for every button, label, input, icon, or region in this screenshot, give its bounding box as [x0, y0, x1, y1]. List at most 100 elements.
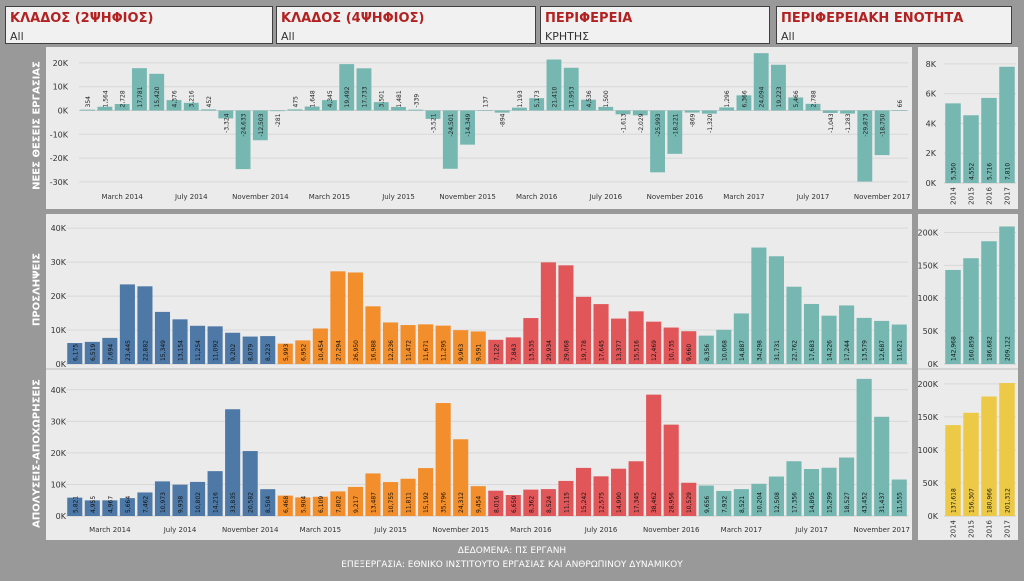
- x-tick-label: July 2015: [381, 193, 415, 201]
- x-tick-label: March 2014: [101, 193, 143, 201]
- x-tick-label: November 2017: [854, 193, 910, 201]
- bar-value-label: -894: [500, 113, 507, 127]
- bar: [628, 461, 644, 516]
- x-tick-label: 2014: [950, 519, 958, 537]
- bar-value-label: 21,410: [551, 86, 558, 107]
- bar-value-label: 4,345: [327, 90, 334, 107]
- y-tick-label: -30K: [50, 178, 69, 187]
- bar: [425, 110, 441, 119]
- bar-value-label: 5,993: [283, 344, 290, 361]
- filter-value[interactable]: All: [10, 30, 24, 43]
- footer-source: ΔΕΔΟΜΕΝΑ: ΠΣ ΕΡΓΑΝΗ: [457, 546, 567, 556]
- bar: [312, 496, 328, 516]
- bar-value-label: 2,788: [811, 90, 818, 107]
- bar-value-label: 8,521: [739, 496, 746, 513]
- bar: [488, 490, 504, 516]
- bar-value-label: 35,796: [441, 492, 448, 513]
- bar: [891, 110, 907, 111]
- filter-sector-2digit[interactable]: ΚΛΑΔΟΣ (2ΨΗΦΙΟΣ) All: [5, 6, 273, 44]
- bar-value-label: 3,216: [189, 90, 196, 107]
- bar-value-label: 7,810: [1005, 163, 1012, 180]
- bar-value-label: 16,988: [370, 340, 377, 361]
- bar: [260, 336, 276, 364]
- bar: [981, 97, 997, 183]
- bar: [166, 100, 182, 111]
- filter-value[interactable]: ΚΡΗΤΗΣ: [545, 30, 590, 43]
- bar-value-label: 38,462: [651, 492, 658, 513]
- filter-title: ΚΛΑΔΟΣ (2ΨΗΦΙΟΣ): [10, 11, 154, 26]
- bar: [183, 102, 199, 111]
- bar-value-label: 7,843: [511, 344, 518, 361]
- bar-value-label: 13,154: [178, 340, 185, 361]
- x-tick-label: March 2015: [300, 526, 341, 534]
- y-tick-label: 20K: [53, 59, 69, 68]
- bar-value-label: 11,555: [897, 492, 904, 513]
- bar: [575, 467, 592, 516]
- bar-value-label: 19,778: [581, 340, 588, 361]
- y-tick-label: 6K: [926, 90, 937, 99]
- bar-value-label: 6,519: [90, 344, 97, 361]
- bar-value-label: 12,508: [774, 492, 781, 513]
- bar: [511, 107, 527, 111]
- bar-value-label: 9,963: [458, 344, 465, 361]
- bar: [505, 495, 521, 516]
- filter-regional-unit[interactable]: ΠΕΡΙΦΕΡΕΙΑΚΗ ΕΝΟΤΗΤΑ All: [776, 6, 1012, 44]
- bar-value-label: 5,716: [987, 163, 994, 180]
- bar-value-label: 43,452: [862, 492, 869, 513]
- bar: [242, 336, 258, 364]
- bar: [207, 471, 223, 516]
- bar: [788, 97, 804, 111]
- bar-value-label: 9,656: [704, 496, 711, 513]
- bar-value-label: 5,904: [300, 496, 307, 513]
- bar-value-label: 12,575: [599, 492, 606, 513]
- bar-value-label: 33,835: [230, 492, 237, 513]
- bar-value-label: -12,503: [258, 113, 265, 136]
- bar: [805, 103, 821, 111]
- bar-value-label: 15,299: [827, 492, 834, 513]
- x-tick-label: November 2014: [222, 526, 279, 534]
- bar: [477, 110, 493, 111]
- chart-monthly-net: 20K 10K 0K -10K -20K -30K 354 1,564 2,728 17,781 1…: [50, 53, 910, 201]
- y-tick-label: 10K: [51, 480, 67, 489]
- bar-value-label: -1,283: [845, 113, 852, 133]
- bar-value-label: 10,802: [195, 492, 202, 513]
- filter-sector-4digit[interactable]: ΚΛΑΔΟΣ (4ΨΗΦΙΟΣ) All: [276, 6, 536, 44]
- bar-value-label: 10,973: [160, 492, 167, 513]
- bar-value-label: 15,242: [581, 492, 588, 513]
- row-label-net: ΝΕΕΣ ΘΕΣΕΙΣ ΕΡΓΑΣΙΑΣ: [31, 61, 43, 190]
- x-tick-label: 2016: [986, 519, 994, 537]
- x-tick-label: 2014: [950, 186, 958, 204]
- bar-value-label: 7,122: [493, 344, 500, 361]
- x-tick-label: 2015: [968, 187, 976, 205]
- bar-value-label: 160,859: [969, 336, 976, 361]
- bar: [663, 424, 679, 516]
- bar: [391, 106, 406, 111]
- bar: [821, 315, 837, 364]
- x-tick-label: November 2014: [232, 193, 289, 201]
- bar-value-label: 1,500: [603, 90, 610, 107]
- x-tick-label: November 2015: [439, 193, 495, 201]
- filter-value[interactable]: All: [281, 30, 295, 43]
- y-tick-label: 150K: [918, 413, 939, 422]
- x-tick-label: July 2017: [794, 526, 828, 534]
- bar-value-label: -14,349: [465, 113, 472, 136]
- bar: [650, 110, 665, 173]
- bar: [119, 284, 135, 364]
- bar: [84, 500, 100, 516]
- bar-value-label: 11,811: [406, 492, 413, 513]
- filter-region[interactable]: ΠΕΡΙΦΕΡΕΙΑ ΚΡΗΤΗΣ: [540, 6, 770, 44]
- hires-bars: 0K 10K 20K 30K 40K 6,175 6,519 7,694 23,445 22,88…: [51, 224, 908, 369]
- bar: [945, 425, 961, 516]
- bar: [218, 110, 234, 119]
- bar-value-label: 11,115: [563, 492, 570, 513]
- bar: [488, 339, 504, 364]
- bar: [382, 482, 399, 516]
- bar-value-label: 137,618: [951, 488, 958, 513]
- bar: [716, 490, 732, 516]
- filter-value[interactable]: All: [781, 30, 795, 43]
- y-tick-label: 0K: [928, 360, 939, 369]
- bar-value-label: 186,682: [987, 336, 994, 361]
- bar: [857, 110, 873, 182]
- x-tick-label: March 2016: [516, 193, 558, 201]
- bar-value-label: 4,955: [90, 496, 97, 513]
